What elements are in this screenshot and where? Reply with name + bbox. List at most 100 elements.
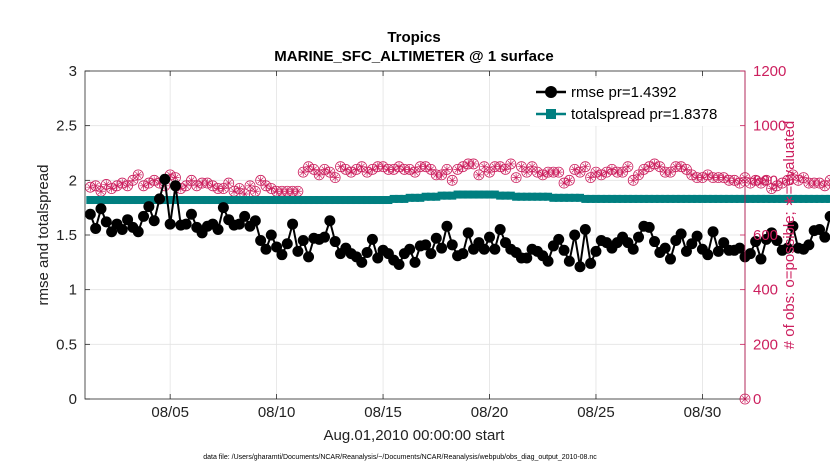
totalspread-point	[501, 191, 510, 200]
y-tick-label: 2.5	[56, 118, 77, 135]
totalspread-point	[214, 196, 223, 205]
totalspread-point	[118, 196, 127, 205]
totalspread-point	[192, 196, 201, 205]
totalspread-point	[246, 196, 254, 205]
totalspread-point	[820, 194, 829, 203]
rmse-point	[292, 245, 304, 257]
totalspread-point	[251, 196, 260, 205]
x-tick-label: 08/25	[577, 404, 615, 421]
rmse-point	[366, 233, 378, 245]
totalspread-point	[91, 196, 100, 205]
rmse-point	[180, 218, 192, 230]
totalspread-point	[639, 194, 648, 203]
y-tick-label: 1.5	[56, 227, 77, 244]
legend-box	[530, 78, 740, 126]
chart-subtitle: MARINE_SFC_ALTIMETER @ 1 surface	[274, 48, 553, 65]
totalspread-point	[363, 196, 372, 205]
totalspread-point	[395, 194, 404, 203]
rmse-point	[287, 218, 299, 230]
totalspread-point	[304, 196, 313, 205]
totalspread-point	[235, 196, 244, 205]
totalspread-point	[128, 196, 137, 205]
rmse-point	[217, 202, 229, 214]
totalspread-point	[746, 194, 755, 203]
totalspread-point	[735, 194, 744, 203]
totalspread-point	[442, 191, 451, 200]
totalspread-point	[288, 196, 297, 205]
totalspread-point	[283, 196, 292, 205]
totalspread-point	[432, 192, 441, 201]
obs-count-point	[468, 158, 479, 170]
rmse-point	[276, 249, 288, 261]
y-axis-label: rmse and totalspread	[35, 165, 52, 306]
rmse-point	[148, 215, 160, 227]
legend-rmse-label: rmse pr=1.4392	[571, 84, 676, 101]
totalspread-point	[560, 193, 569, 202]
rmse-point	[558, 244, 570, 256]
totalspread-point	[293, 196, 302, 205]
totalspread-point	[528, 192, 537, 201]
totalspread-point	[112, 196, 121, 205]
totalspread-point	[597, 194, 606, 203]
totalspread-point	[634, 194, 643, 203]
obs-count-point	[824, 174, 830, 186]
rmse-point	[691, 230, 703, 242]
rmse-point	[819, 231, 830, 243]
totalspread-point	[629, 194, 638, 203]
totalspread-point	[203, 196, 212, 205]
totalspread-point	[166, 196, 175, 205]
rmse-point	[659, 242, 671, 254]
obs-count-point	[446, 174, 458, 186]
totalspread-point	[315, 196, 324, 205]
totalspread-point	[458, 190, 467, 199]
totalspread-point	[586, 194, 595, 203]
totalspread-point	[389, 194, 398, 203]
totalspread-point	[426, 192, 435, 201]
totalspread-point	[645, 194, 654, 203]
totalspread-point	[357, 196, 366, 205]
totalspread-point	[655, 194, 664, 203]
obs-count-point	[132, 169, 144, 181]
obs-count-point	[505, 158, 517, 170]
rmse-point	[255, 234, 267, 246]
y2-tick-label: 800	[753, 172, 778, 189]
rmse-point	[478, 243, 490, 255]
rmse-point	[766, 227, 778, 239]
rmse-point	[585, 257, 597, 269]
x-tick-label: 08/20	[471, 404, 509, 421]
rmse-point	[755, 253, 767, 265]
obs-count-point	[329, 172, 341, 184]
obs-count-point	[223, 177, 235, 189]
rmse-point	[84, 208, 96, 220]
totalspread-point	[788, 194, 797, 203]
totalspread-point	[331, 196, 340, 205]
rmse-point	[132, 226, 144, 238]
totalspread-point	[698, 194, 707, 203]
rmse-point	[590, 245, 602, 257]
rmse-point	[494, 224, 506, 236]
y2-tick-label: 400	[753, 282, 778, 299]
rmse-point	[707, 226, 719, 238]
totalspread-point	[224, 196, 233, 205]
obs-count-point	[249, 185, 261, 197]
totalspread-point	[703, 194, 712, 203]
totalspread-point	[778, 194, 787, 203]
totalspread-point	[320, 196, 329, 205]
totalspread-point	[464, 190, 473, 199]
rmse-point	[430, 232, 442, 244]
rmse-point	[90, 222, 102, 234]
totalspread-point	[480, 190, 489, 199]
totalspread-point	[570, 193, 579, 202]
rmse-point	[744, 248, 756, 260]
rmse-point	[787, 220, 799, 232]
rmse-point	[329, 236, 341, 248]
y2-tick-label: 1000	[753, 118, 786, 135]
rmse-point	[185, 208, 197, 220]
totalspread-point	[506, 191, 515, 200]
totalspread-point	[650, 194, 659, 203]
totalspread-point	[666, 194, 675, 203]
rmse-point	[542, 255, 554, 267]
totalspread-point	[261, 196, 270, 205]
y-tick-label: 0.5	[56, 336, 77, 353]
rmse-point	[154, 193, 166, 205]
